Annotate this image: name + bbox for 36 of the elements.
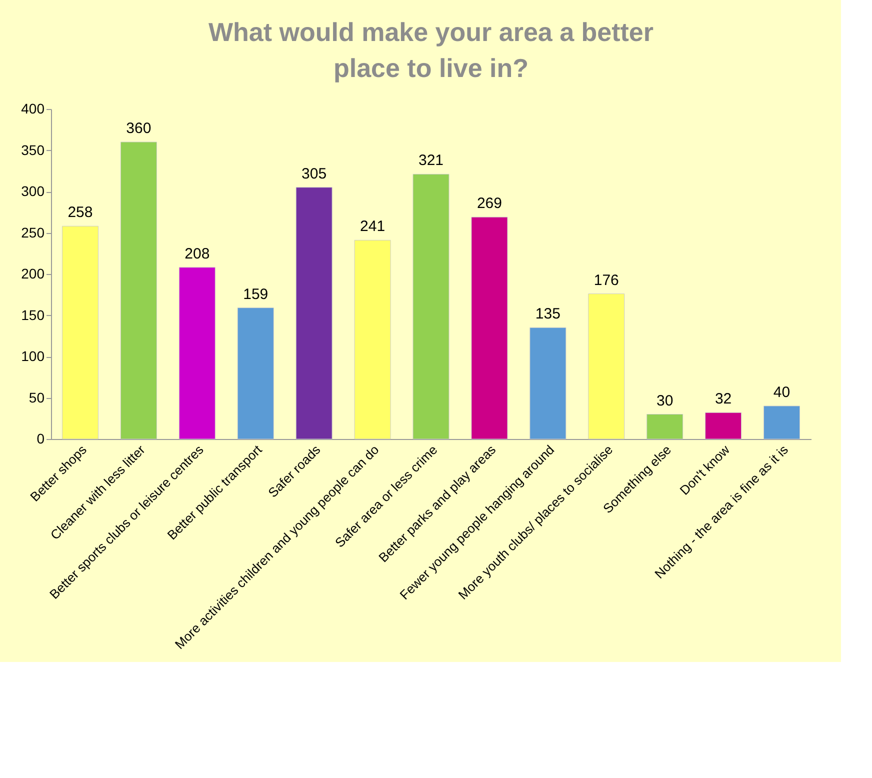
y-tick-label: 150 bbox=[21, 306, 45, 323]
data-label: 305 bbox=[302, 165, 327, 182]
data-label: 40 bbox=[773, 384, 790, 401]
chart-title: What would make your area a better place to live in? bbox=[208, 17, 654, 83]
bar bbox=[646, 414, 684, 440]
data-label: 360 bbox=[126, 120, 152, 137]
bar bbox=[471, 216, 508, 440]
bar bbox=[530, 327, 566, 440]
data-label: 208 bbox=[184, 245, 210, 262]
bar bbox=[588, 294, 625, 440]
y-tick-label: 0 bbox=[36, 430, 45, 446]
data-label: 269 bbox=[476, 195, 502, 212]
data-label: 30 bbox=[656, 392, 674, 410]
bar bbox=[237, 308, 274, 440]
y-tick-label: 100 bbox=[21, 348, 45, 364]
data-label: 159 bbox=[243, 286, 268, 303]
bar bbox=[705, 412, 742, 440]
bar bbox=[62, 226, 98, 440]
y-tick-label: 400 bbox=[21, 100, 45, 116]
data-label: 176 bbox=[594, 272, 619, 289]
bar bbox=[354, 240, 391, 440]
bar bbox=[296, 187, 332, 440]
data-label: 32 bbox=[714, 390, 732, 408]
data-label: 321 bbox=[418, 152, 444, 170]
data-label: 241 bbox=[360, 218, 386, 236]
y-tick-label: 50 bbox=[28, 389, 45, 406]
y-tick-label: 300 bbox=[21, 183, 45, 199]
data-label: 258 bbox=[68, 204, 93, 222]
bar bbox=[412, 174, 450, 440]
bar bbox=[764, 406, 800, 440]
bar bbox=[120, 142, 157, 440]
bar bbox=[178, 267, 216, 440]
y-tick-label: 350 bbox=[21, 142, 45, 158]
data-label: 135 bbox=[535, 306, 560, 323]
y-tick-label: 250 bbox=[21, 224, 45, 240]
y-tick-label: 200 bbox=[21, 266, 45, 282]
